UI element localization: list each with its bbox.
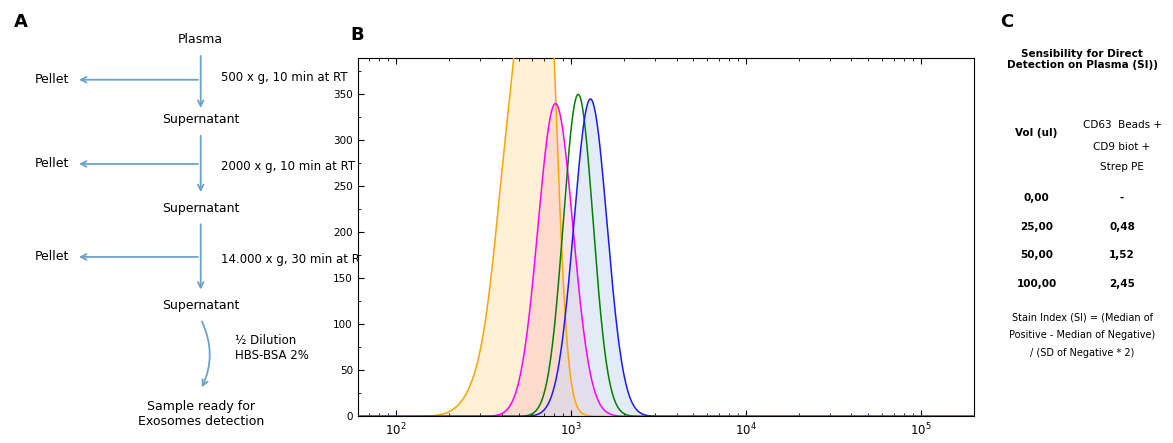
Text: CD9 biot +: CD9 biot + bbox=[1093, 142, 1151, 152]
Text: Positive - Median of Negative): Positive - Median of Negative) bbox=[1009, 330, 1155, 340]
Text: Pellet: Pellet bbox=[35, 73, 69, 86]
Text: 0,48: 0,48 bbox=[1110, 222, 1135, 232]
Text: Pellet: Pellet bbox=[35, 250, 69, 264]
Text: 100,00: 100,00 bbox=[1017, 279, 1057, 289]
Text: Stain Index (SI) = (Median of: Stain Index (SI) = (Median of bbox=[1011, 312, 1153, 323]
Text: CD63  Beads +: CD63 Beads + bbox=[1083, 120, 1161, 130]
Text: C: C bbox=[1001, 13, 1013, 31]
Text: ½ Dilution
HBS-BSA 2%: ½ Dilution HBS-BSA 2% bbox=[236, 334, 310, 362]
Text: 2,45: 2,45 bbox=[1110, 279, 1135, 289]
Text: / (SD of Negative * 2): / (SD of Negative * 2) bbox=[1030, 348, 1134, 358]
Text: -: - bbox=[1120, 193, 1124, 203]
Text: 25,00: 25,00 bbox=[1021, 222, 1053, 232]
Text: Pellet: Pellet bbox=[35, 157, 69, 171]
Text: Supernatant: Supernatant bbox=[162, 299, 239, 312]
Text: Supernatant: Supernatant bbox=[162, 202, 239, 215]
Text: Sensibility for Direct
Detection on Plasma (SI)): Sensibility for Direct Detection on Plas… bbox=[1006, 49, 1158, 70]
Text: Supernatant: Supernatant bbox=[162, 113, 239, 126]
Text: 500 x g, 10 min at RT: 500 x g, 10 min at RT bbox=[222, 71, 348, 84]
Text: 14.000 x g, 30 min at RT: 14.000 x g, 30 min at RT bbox=[222, 253, 367, 266]
Text: Plasma: Plasma bbox=[178, 33, 223, 47]
Text: Sample ready for
Exosomes detection: Sample ready for Exosomes detection bbox=[137, 400, 264, 428]
Text: Vol (ul): Vol (ul) bbox=[1016, 128, 1058, 139]
Text: 1,52: 1,52 bbox=[1110, 250, 1135, 260]
Text: Strep PE: Strep PE bbox=[1100, 162, 1144, 172]
Text: 2000 x g, 10 min at RT: 2000 x g, 10 min at RT bbox=[222, 159, 355, 173]
Text: B: B bbox=[351, 27, 365, 44]
Text: 0,00: 0,00 bbox=[1024, 193, 1050, 203]
Text: 50,00: 50,00 bbox=[1021, 250, 1053, 260]
Text: A: A bbox=[14, 13, 28, 31]
